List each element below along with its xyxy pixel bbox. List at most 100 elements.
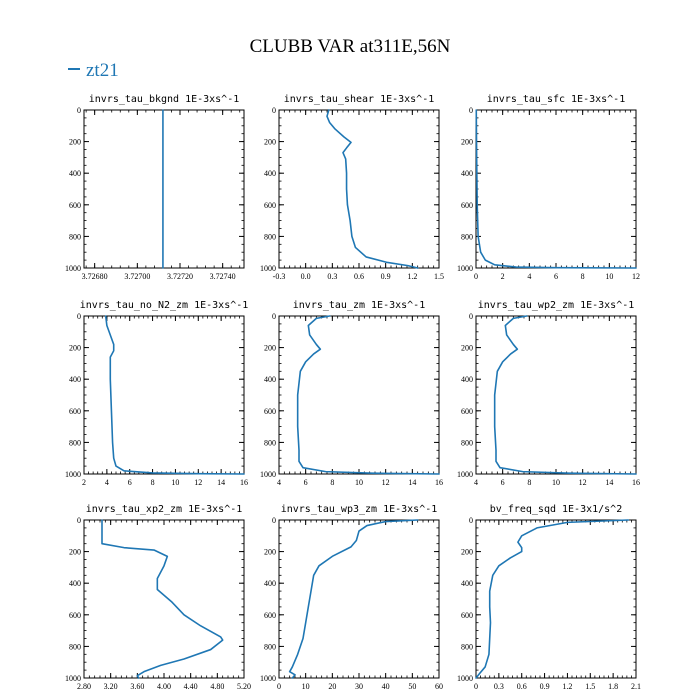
legend-label: zt21 (86, 60, 119, 81)
chart-title: invrs_tau_wp2_zm 1E-3xs^-1 (478, 300, 635, 311)
chart-panel-1: invrs_tau_bkgnd 1E-3xs^-1 0 200 400 600 800 10… (65, 94, 245, 281)
plot-frame (278, 109, 440, 269)
x-tick-label: 2.80 (77, 682, 91, 691)
series-line-zt21 (493, 315, 637, 475)
y-tick-label: 600 (461, 611, 473, 620)
legend-line-swatch (68, 67, 80, 70)
y-tick-label: 600 (69, 611, 81, 620)
x-tick-label: 10 (171, 478, 179, 487)
y-tick-label: 200 (264, 138, 276, 147)
plot-frame (83, 519, 245, 679)
series-line-zt21 (296, 315, 440, 475)
x-tick-label: 3.20 (104, 682, 118, 691)
x-tick-label: 1.8 (608, 682, 618, 691)
x-tick-label: 16 (632, 478, 640, 487)
legend: zt21 (68, 60, 119, 82)
x-tick-label: 20 (328, 682, 336, 691)
x-tick-label: 2 (82, 478, 86, 487)
y-tick-label: 400 (264, 169, 276, 178)
y-tick-label: 200 (461, 138, 473, 147)
y-tick-label: 0 (272, 106, 276, 115)
plot-frame (475, 109, 637, 269)
plot-frame (475, 519, 637, 679)
y-tick-label: 600 (461, 201, 473, 210)
x-tick-label: 0.3 (494, 682, 504, 691)
x-tick-label: 60 (435, 682, 443, 691)
y-tick-label: 800 (264, 438, 276, 447)
y-tick-label: 1000 (260, 674, 276, 683)
y-tick-label: 800 (69, 438, 81, 447)
x-tick-label: 10 (552, 478, 560, 487)
x-tick-label: 10 (605, 272, 613, 281)
y-tick-label: 200 (461, 344, 473, 353)
y-tick-label: 1000 (65, 674, 81, 683)
y-tick-label: 400 (264, 579, 276, 588)
chart-panel-5: invrs_tau_zm 1E-3xs^-1 0 200 400 600 800 10004… (260, 300, 443, 487)
x-tick-label: 8 (151, 478, 155, 487)
y-tick-label: 0 (272, 312, 276, 321)
y-tick-label: 1000 (260, 264, 276, 273)
y-tick-label: 0 (469, 106, 473, 115)
x-tick-label: 1.5 (434, 272, 444, 281)
x-tick-label: 6 (128, 478, 132, 487)
x-tick-label: 8 (527, 478, 531, 487)
x-tick-label: 3.72740 (210, 272, 236, 281)
y-tick-label: 800 (69, 232, 81, 241)
x-tick-label: 40 (382, 682, 390, 691)
y-tick-label: 800 (461, 438, 473, 447)
y-tick-label: 1000 (260, 470, 276, 479)
y-tick-label: 600 (264, 407, 276, 416)
x-tick-label: 4.80 (210, 682, 224, 691)
chart-title: invrs_tau_no_N2_zm 1E-3xs^-1 (80, 300, 249, 311)
x-tick-label: 6 (501, 478, 505, 487)
y-tick-label: 400 (461, 375, 473, 384)
x-tick-label: 0.0 (301, 272, 311, 281)
y-tick-label: 1000 (65, 264, 81, 273)
y-tick-label: 800 (69, 642, 81, 651)
y-tick-label: 200 (264, 548, 276, 557)
y-tick-label: 1000 (457, 674, 473, 683)
x-tick-label: 14 (605, 478, 613, 487)
y-tick-label: 0 (469, 516, 473, 525)
x-tick-label: 1.2 (407, 272, 417, 281)
series-line-zt21 (104, 315, 245, 475)
series-line-zt21 (288, 519, 419, 679)
y-tick-label: 600 (69, 407, 81, 416)
x-tick-label: 1.5 (585, 682, 595, 691)
y-tick-label: 600 (69, 201, 81, 210)
figure-title: CLUBB VAR at311E,56N (249, 36, 451, 57)
y-tick-label: 0 (469, 312, 473, 321)
chart-panel-6: invrs_tau_wp2_zm 1E-3xs^-1 0 200 400 600 800 1… (457, 300, 640, 487)
y-tick-label: 0 (77, 516, 81, 525)
y-tick-label: 0 (77, 312, 81, 321)
y-tick-label: 400 (461, 169, 473, 178)
y-tick-label: 200 (461, 548, 473, 557)
x-tick-label: 10 (355, 478, 363, 487)
y-tick-label: 800 (264, 642, 276, 651)
y-tick-label: 600 (264, 611, 276, 620)
x-tick-label: 4 (105, 478, 109, 487)
y-tick-label: 400 (461, 579, 473, 588)
x-tick-label: 4.00 (157, 682, 171, 691)
y-tick-label: 600 (264, 201, 276, 210)
x-tick-label: 12 (194, 478, 202, 487)
series-line-zt21 (326, 109, 419, 269)
x-tick-label: 3.72700 (124, 272, 150, 281)
y-tick-label: 200 (69, 548, 81, 557)
x-tick-label: 14 (217, 478, 225, 487)
chart-title: invrs_tau_xp2_zm 1E-3xs^-1 (86, 504, 243, 515)
x-tick-label: 8 (581, 272, 585, 281)
x-tick-label: 6 (304, 478, 308, 487)
y-tick-label: 200 (69, 138, 81, 147)
y-tick-label: 400 (69, 375, 81, 384)
x-tick-label: 12 (579, 478, 587, 487)
y-tick-label: 800 (461, 642, 473, 651)
x-tick-label: 0 (474, 682, 478, 691)
x-tick-label: 4.40 (184, 682, 198, 691)
x-tick-label: 1.2 (562, 682, 572, 691)
x-tick-label: 0.9 (381, 272, 391, 281)
x-tick-label: 12 (632, 272, 640, 281)
x-tick-label: 3.60 (130, 682, 144, 691)
x-tick-label: 16 (435, 478, 443, 487)
y-tick-label: 200 (264, 344, 276, 353)
